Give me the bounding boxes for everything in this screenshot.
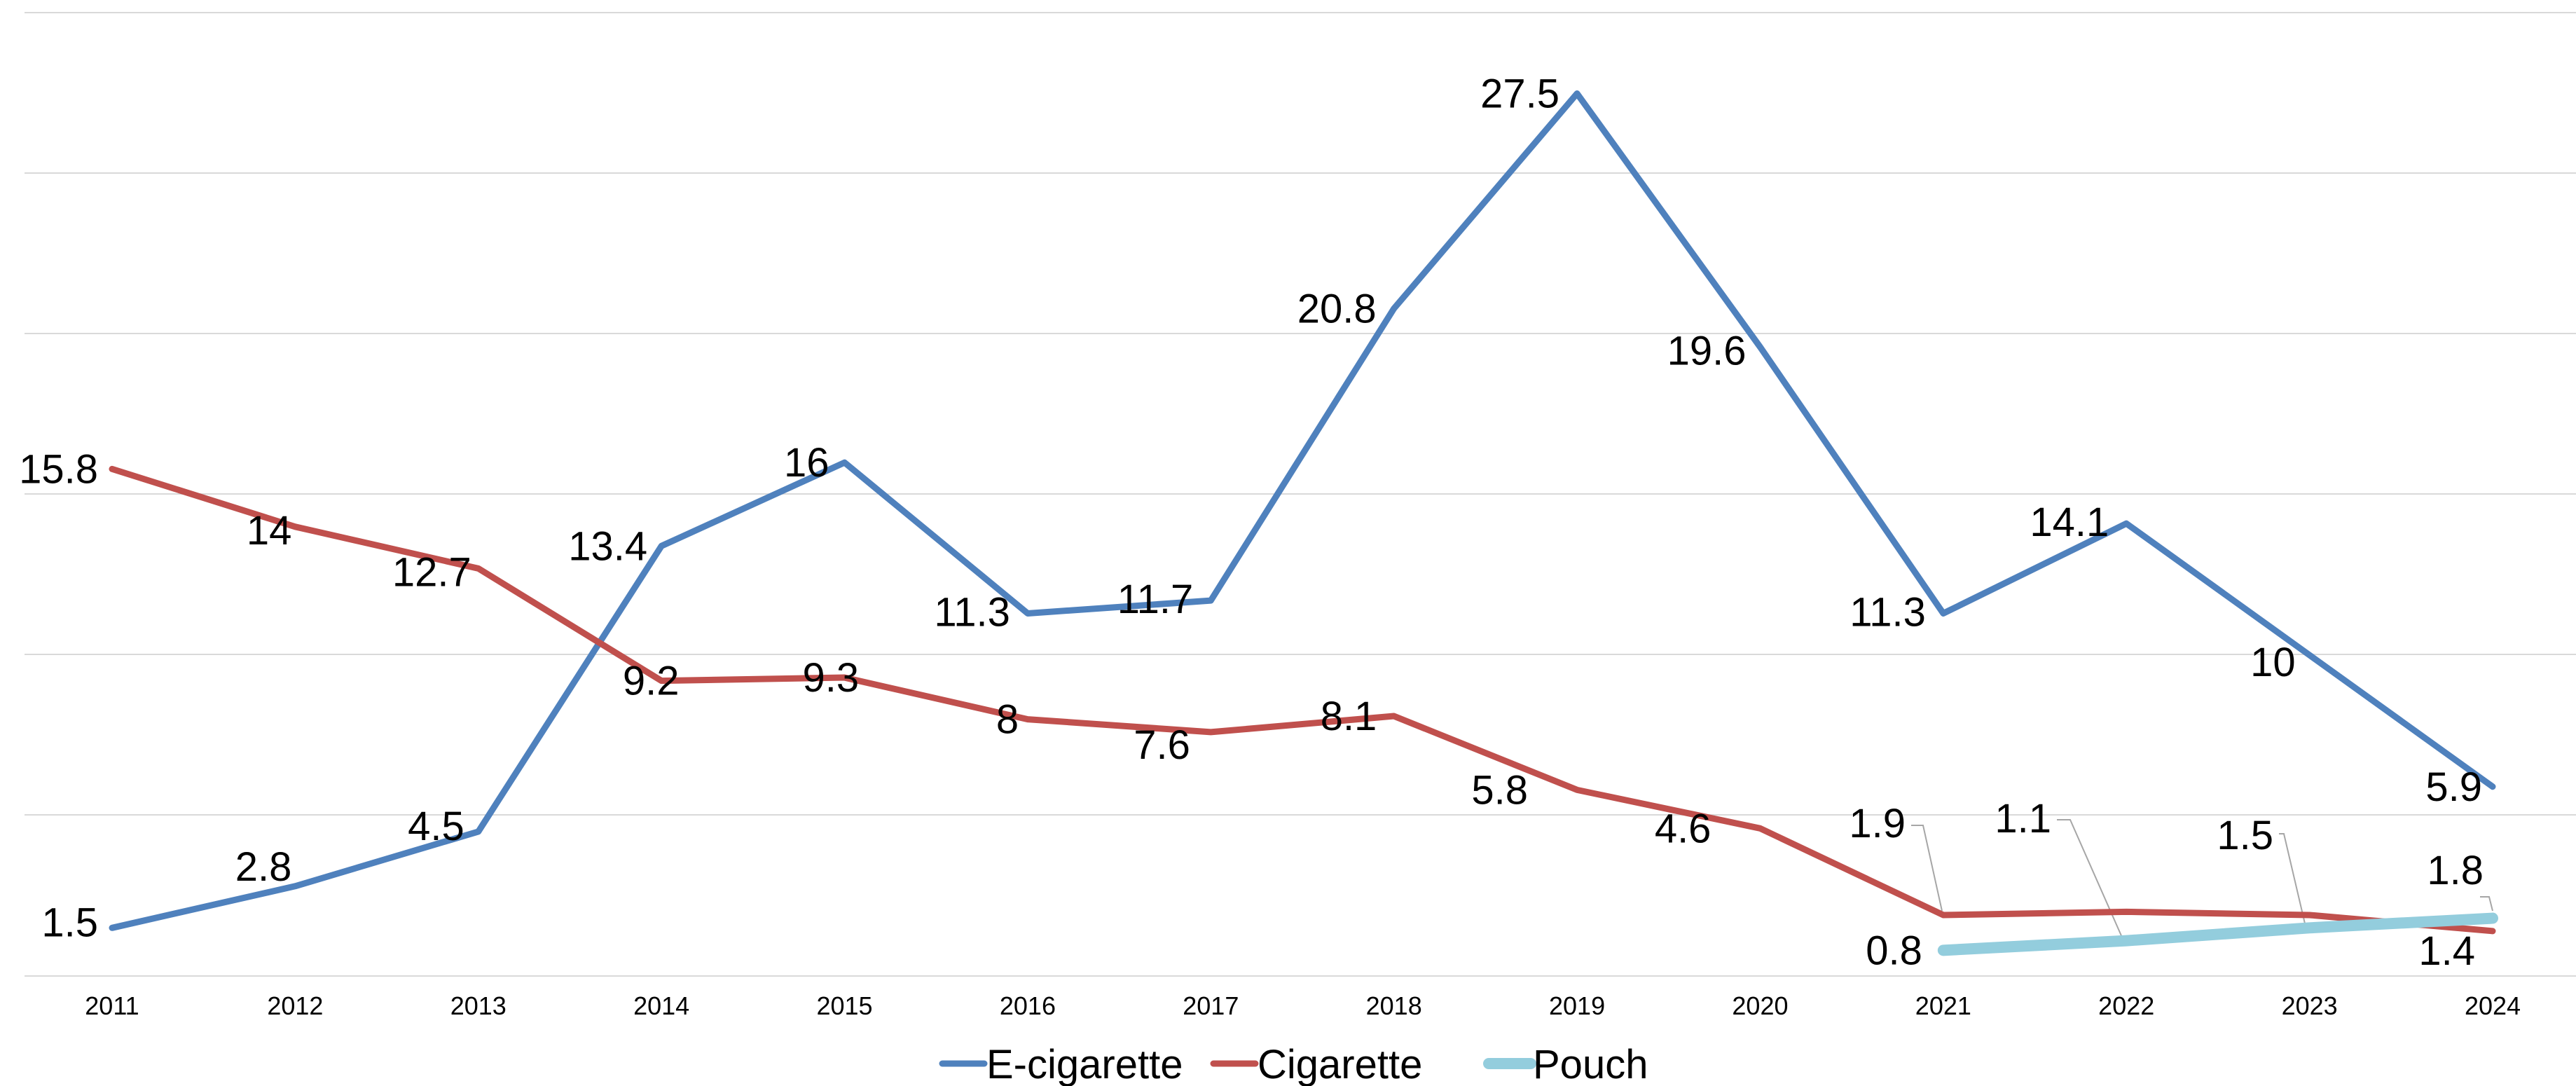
- data-label: 2.8: [235, 844, 292, 890]
- data-label: 8.1: [1321, 694, 1377, 739]
- x-axis-tick-labels: 2011 2012 2013 2014 2015 2016 2017 2018 2019 2020…: [85, 991, 2521, 1020]
- data-label: 5.8: [1471, 767, 1528, 813]
- x-tick-label: 2023: [2282, 991, 2338, 1020]
- x-tick-label: 2012: [267, 991, 323, 1020]
- x-tick-label: 2020: [1732, 991, 1788, 1020]
- data-label: 14: [247, 508, 292, 554]
- data-label: 4.6: [1655, 806, 1711, 851]
- data-label: 11.3: [1850, 589, 1926, 635]
- data-label: 12.7: [392, 549, 471, 595]
- data-label: 1.5: [41, 900, 98, 945]
- data-label: 11.3: [934, 589, 1010, 635]
- data-labels: 1.5 2.8 4.5 13.4 16 11.3 11.7 20.8 27.5 19.6 11.3 1…: [19, 71, 2484, 974]
- x-tick-label: 2016: [1000, 991, 1056, 1020]
- legend-label: E-cigarette: [986, 1042, 1183, 1086]
- data-label: 4.5: [408, 804, 464, 849]
- data-label: 13.4: [568, 523, 647, 569]
- data-label: 1.1: [1995, 796, 2051, 841]
- label-leader-line: [1911, 825, 1943, 912]
- label-leader-line: [2057, 819, 2123, 940]
- data-label: 1.4: [2418, 928, 2475, 974]
- series-line-cigarette: [109, 465, 2496, 935]
- series-line-e-cigarette: [109, 90, 2496, 931]
- label-leader-lines: [1911, 819, 2493, 940]
- legend-label: Cigarette: [1258, 1042, 1422, 1086]
- x-tick-label: 2011: [85, 991, 139, 1020]
- legend: E-cigarette Cigarette Pouch: [939, 1042, 1648, 1086]
- data-label: 11.7: [1117, 577, 1194, 622]
- data-label: 8: [996, 697, 1019, 743]
- data-label: 0.8: [1866, 928, 1922, 973]
- data-label: 14.1: [2030, 500, 2109, 545]
- data-label: 1.9: [1849, 801, 1906, 846]
- data-label: 7.6: [1134, 722, 1190, 768]
- x-tick-label: 2019: [1549, 991, 1605, 1020]
- data-label: 20.8: [1297, 286, 1377, 331]
- data-label: 16: [784, 440, 829, 486]
- x-tick-label: 2018: [1366, 991, 1422, 1020]
- data-label: 1.8: [2427, 848, 2484, 893]
- data-label: 9.3: [803, 655, 860, 701]
- legend-label: Pouch: [1533, 1042, 1648, 1086]
- series-lines: [109, 90, 2498, 956]
- data-label: 9.2: [623, 659, 680, 704]
- x-tick-label: 2017: [1183, 991, 1239, 1020]
- x-tick-label: 2022: [2098, 991, 2154, 1020]
- x-tick-label: 2014: [633, 991, 689, 1020]
- data-label: 27.5: [1480, 71, 1559, 117]
- x-tick-label: 2015: [816, 991, 872, 1020]
- x-tick-label: 2024: [2465, 991, 2521, 1020]
- x-tick-label: 2021: [1915, 991, 1971, 1020]
- data-label: 5.9: [2425, 764, 2482, 810]
- series-line-pouch: [1937, 912, 2498, 956]
- gridlines: [25, 12, 2576, 977]
- x-tick-label: 2013: [450, 991, 507, 1020]
- data-label: 19.6: [1667, 328, 1747, 373]
- data-label: 1.5: [2217, 813, 2273, 858]
- data-label: 15.8: [19, 446, 98, 492]
- label-leader-line: [2480, 896, 2493, 912]
- label-leader-line: [2279, 833, 2306, 924]
- data-label: 10: [2250, 640, 2296, 685]
